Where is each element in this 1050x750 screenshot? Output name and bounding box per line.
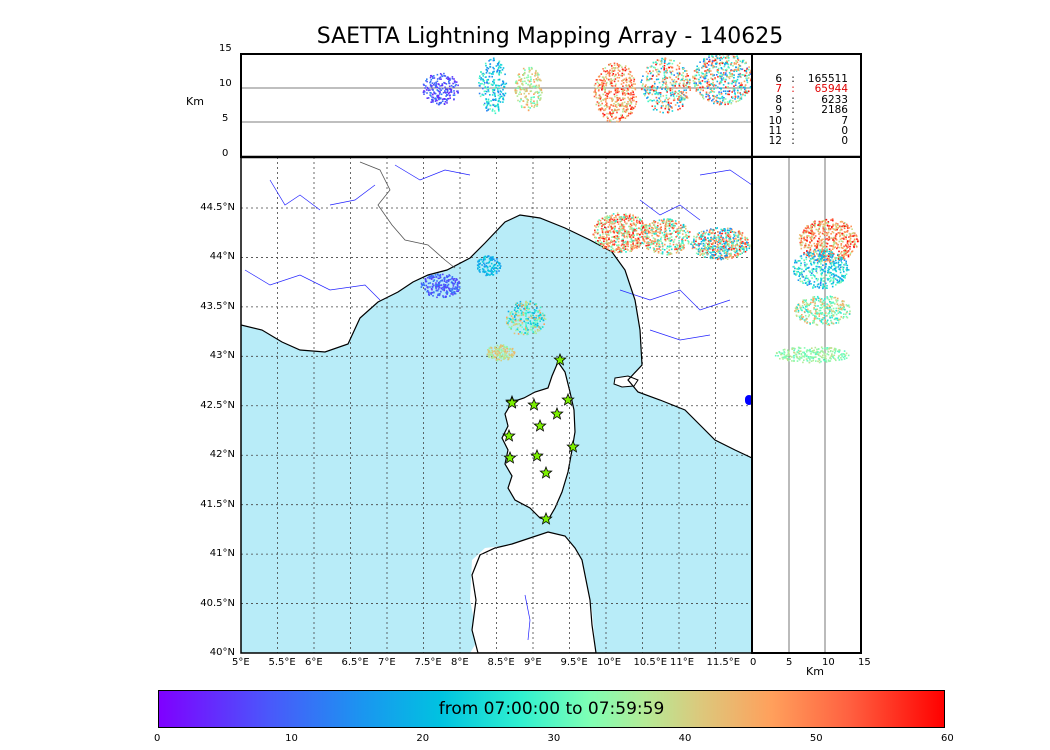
longitude-label: 5°E xyxy=(232,657,250,668)
longitude-label: 8°E xyxy=(451,657,469,668)
colorbar-tick-label: 40 xyxy=(678,733,692,744)
longitude-label: 8.5°E xyxy=(487,657,515,668)
station-star-icon xyxy=(530,448,544,462)
count-separator: : xyxy=(791,73,795,85)
count-row: 6:165511 xyxy=(760,73,848,85)
count-level: 6 xyxy=(775,73,782,85)
side-xtick: 10 xyxy=(822,657,835,668)
latitude-label: 43.5°N xyxy=(200,300,235,312)
latitude-label: 40°N xyxy=(209,647,235,658)
count-row: 9: 2186 xyxy=(760,104,848,117)
station-star-icon xyxy=(505,395,519,409)
longitude-label: 10°E xyxy=(597,657,622,668)
station-star-icon xyxy=(503,450,517,464)
count-row: 11: 0 xyxy=(760,125,848,138)
latitude-label: 42°N xyxy=(209,449,235,461)
latitude-label: 44.5°N xyxy=(200,202,235,213)
top-ytick-0: 0 xyxy=(222,148,229,159)
colorbar-label: from 07:00:00 to 07:59:59 xyxy=(438,699,665,719)
count-value: 7 xyxy=(841,114,848,127)
longitude-label: 7°E xyxy=(378,657,396,668)
count-separator: : xyxy=(791,104,795,117)
colorbar-tick-label: 10 xyxy=(285,733,298,744)
station-star-icon xyxy=(566,439,580,453)
top-panel-ylabel: Km xyxy=(186,95,204,108)
longitude-label: 11.5°E xyxy=(706,657,741,668)
count-row: 8: 6233 xyxy=(760,93,848,106)
count-value: 2186 xyxy=(821,104,848,117)
count-level: 12 xyxy=(768,135,782,148)
longitude-label: 9.5°E xyxy=(560,657,588,668)
count-level: 11 xyxy=(768,125,782,138)
station-star-icon xyxy=(553,352,567,366)
station-star-icon xyxy=(539,511,553,525)
latitude-label: 41°N xyxy=(209,548,235,560)
count-separator: : xyxy=(791,114,795,127)
count-level: 7 xyxy=(775,83,782,96)
mainland-coast xyxy=(241,214,752,459)
sardinia-island xyxy=(471,531,597,653)
count-value: 65944 xyxy=(814,83,848,96)
station-star-icon xyxy=(539,465,553,479)
longitude-label: 6.5°E xyxy=(341,657,369,668)
longitude-label: 6°E xyxy=(305,657,323,668)
count-level: 9 xyxy=(775,104,782,117)
latitude-label: 43°N xyxy=(209,350,235,362)
latitude-label: 44°N xyxy=(209,251,235,263)
longitude-label: 10.5°E xyxy=(633,657,668,668)
longitude-label: 5.5°E xyxy=(268,657,296,668)
count-row: 10: 7 xyxy=(760,114,848,127)
top-ytick-15: 15 xyxy=(219,43,232,54)
colorbar-tick-label: 20 xyxy=(416,733,430,744)
count-row: 12: 0 xyxy=(760,135,848,148)
side-xtick: 15 xyxy=(858,657,871,668)
corsica-island xyxy=(501,360,576,521)
rivers xyxy=(244,164,752,641)
map-lightning-sources xyxy=(420,212,751,362)
count-level: 8 xyxy=(775,93,782,106)
side-panel-xlabel: Km xyxy=(806,665,824,678)
count-separator: : xyxy=(791,135,795,148)
lma-stations xyxy=(502,352,580,525)
count-separator: : xyxy=(791,83,795,96)
station-star-icon xyxy=(533,418,547,432)
latitude-label: 42.5°N xyxy=(200,399,235,411)
longitude-label: 11°E xyxy=(670,657,695,668)
colorbar-tick-label: 60 xyxy=(941,733,954,744)
station-star-icon xyxy=(550,406,564,420)
count-separator: : xyxy=(791,93,795,106)
longitude-label: 7.5°E xyxy=(414,657,442,668)
altitude-count-table: 6:165511 7:65944 8:6233 9:2186 10:7 11:0 12:0 xyxy=(760,74,848,147)
colorbar-tick-label: 0 xyxy=(154,733,161,744)
station-star-icon xyxy=(527,397,541,411)
time-colorbar: from 07:00:00 to 07:59:59 xyxy=(158,690,945,728)
map-panel xyxy=(241,157,752,653)
station-star-icon xyxy=(561,392,575,406)
colorbar-tick-label: 30 xyxy=(547,733,561,744)
count-row: 7: 65944 xyxy=(760,83,848,96)
latitude-altitude-panel xyxy=(753,157,861,653)
count-value: 0 xyxy=(841,135,848,148)
count-level: 10 xyxy=(768,114,782,127)
count-separator: : xyxy=(791,125,795,138)
count-value: 6233 xyxy=(821,93,848,106)
latitude-label: 41.5°N xyxy=(200,498,235,510)
count-value: 0 xyxy=(841,125,848,138)
side-xtick: 5 xyxy=(786,657,793,668)
side-xtick: 0 xyxy=(750,657,757,668)
count-value: 165511 xyxy=(807,73,848,85)
figure-title: SAETTA Lightning Mapping Array - 140625 xyxy=(316,24,784,49)
colorbar-tick-label: 50 xyxy=(809,733,823,744)
longitude-label: 9°E xyxy=(524,657,542,668)
top-ytick-10: 10 xyxy=(219,78,232,89)
latitude-label: 40.5°N xyxy=(200,597,235,609)
top-ytick-5: 5 xyxy=(222,113,229,124)
altitude-longitude-panel xyxy=(241,54,752,157)
lightning-map-figure xyxy=(240,53,862,654)
station-star-icon xyxy=(502,428,516,442)
